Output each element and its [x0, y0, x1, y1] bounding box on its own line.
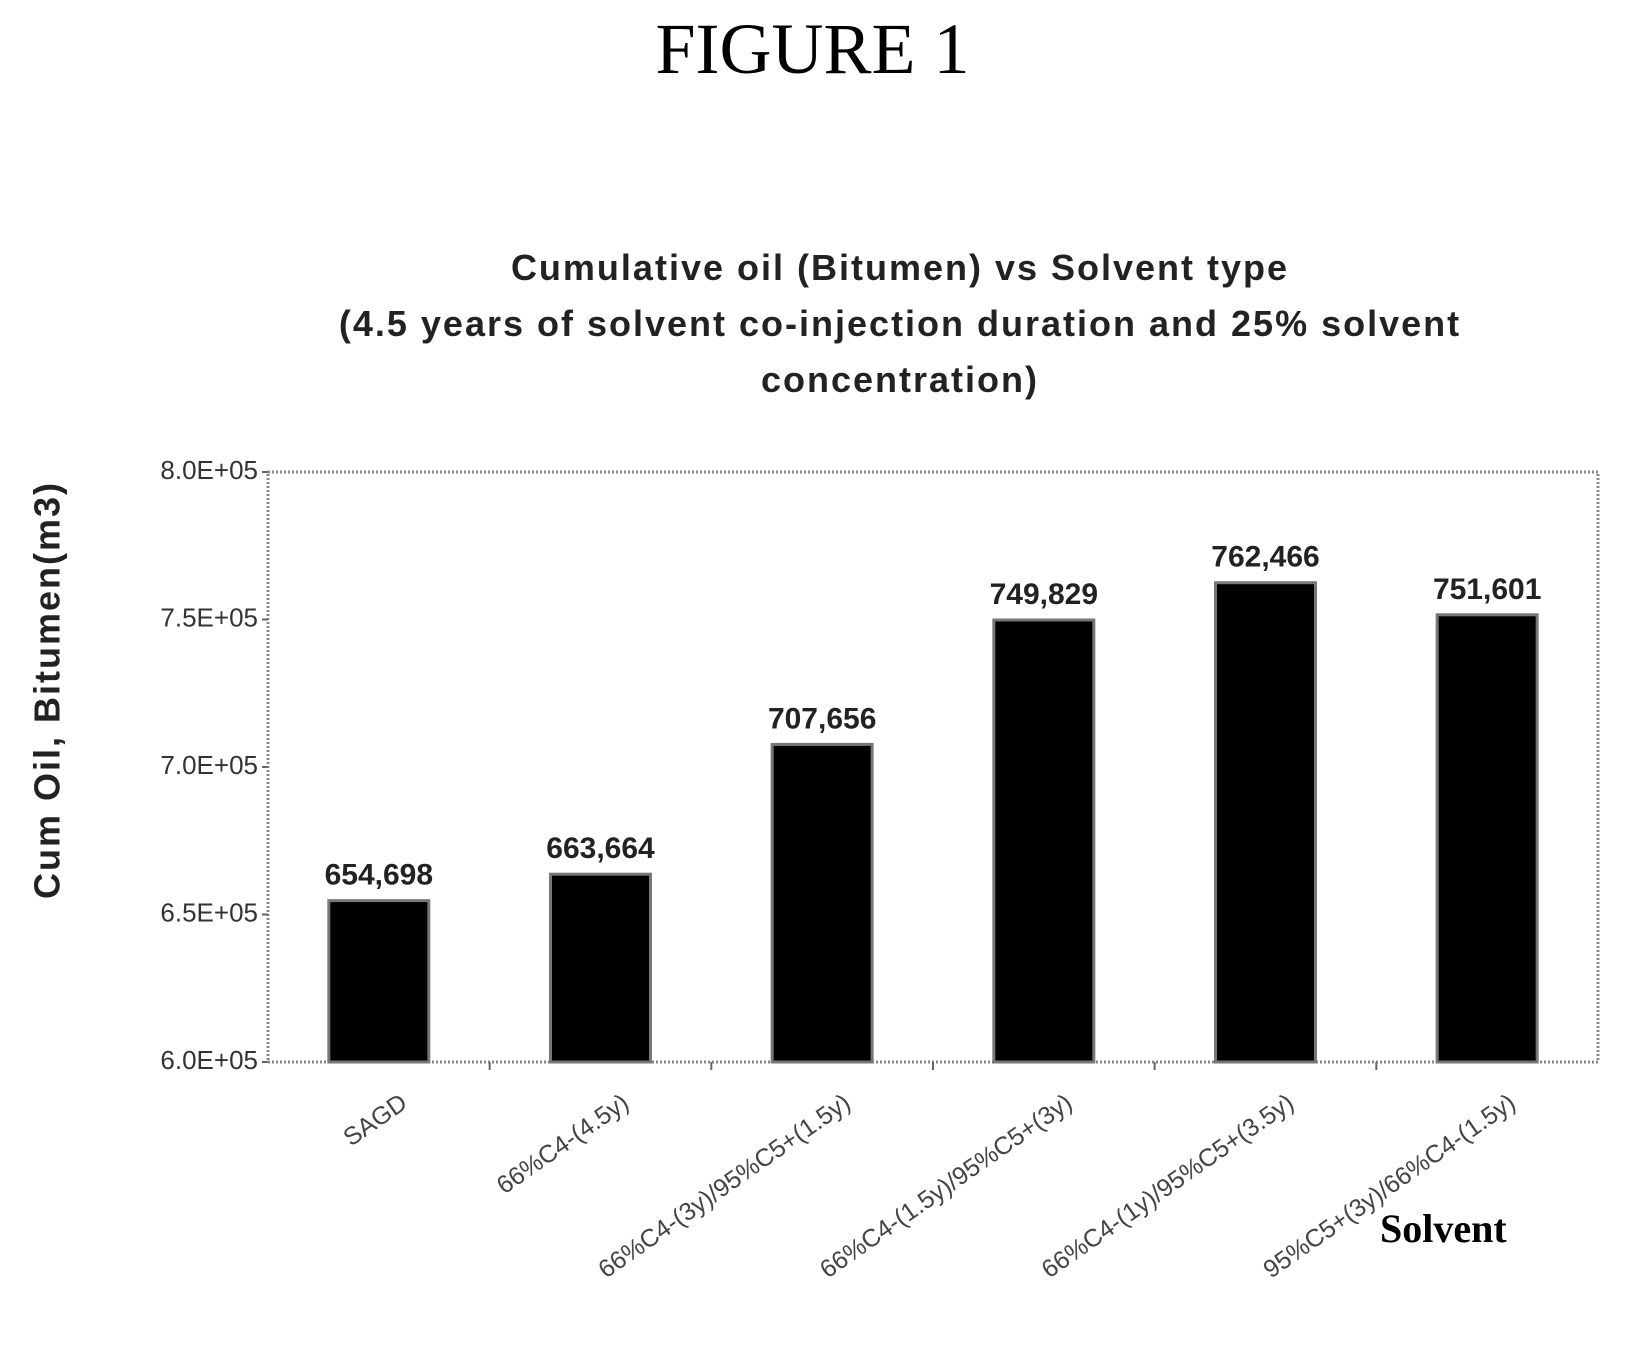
y-axis-label: Cum Oil, Bitumen(m3): [27, 481, 68, 899]
bar-value-label: 663,664: [546, 832, 655, 865]
x-category-label: 66%C4-(4.5y): [492, 1088, 634, 1199]
value-labels: 654,698 663,664 707,656 749,829 762,466 751,6…: [325, 541, 1542, 892]
bar: [770, 742, 874, 1064]
x-category-label: 66%C4-(3y)/95%C5+(1.5y): [593, 1088, 855, 1283]
plot-frame: [266, 470, 1600, 1064]
bars: [327, 581, 1539, 1064]
x-category-label: SAGD: [338, 1088, 412, 1152]
bar-value-label: 762,466: [1211, 541, 1319, 574]
bar: [1435, 613, 1539, 1064]
y-tick-label: 6.5E+05: [160, 897, 258, 927]
chart-title: Cumulative oil (Bitumen) vs Solvent type…: [250, 240, 1550, 408]
y-tick-label: 6.0E+05: [160, 1045, 258, 1075]
chart-title-line-3: concentration): [760, 359, 1039, 400]
y-tick-label: 7.5E+05: [160, 602, 258, 632]
bar: [549, 872, 652, 1064]
y-tick-label: 8.0E+05: [160, 455, 258, 485]
chart-title-line-1: Cumulative oil (Bitumen) vs Solvent type: [510, 247, 1290, 288]
x-axis-label: Solvent: [1380, 1206, 1507, 1251]
plot-border: [266, 470, 1600, 1064]
bar-value-label: 707,656: [768, 702, 876, 735]
category-labels: SAGD 66%C4-(4.5y)66%C4-(3y)/95%C5+(1.5y)6…: [338, 1062, 1521, 1284]
bar-value-label: 751,601: [1433, 573, 1541, 606]
x-category-label: 95%C5+(3y)/66%C4-(1.5y): [1258, 1088, 1520, 1283]
y-tick-label: 7.0E+05: [160, 750, 258, 780]
bar: [327, 899, 431, 1064]
chart-title-line-2: (4.5 years of solvent co-injection durat…: [338, 303, 1462, 344]
figure-label: FIGURE 1: [655, 9, 970, 89]
bar: [992, 618, 1096, 1064]
bar-value-label: 749,829: [990, 578, 1098, 611]
x-category-label: 66%C4-(1.5y)/95%C5+(3y): [815, 1088, 1077, 1283]
x-category-label: 66%C4-(1y)/95%C5+(3.5y): [1037, 1088, 1299, 1283]
y-axis-ticks: 6.0E+05 6.5E+05 7.0E+05 7.5E+05 8.0E+05: [160, 455, 268, 1075]
bar: [1214, 581, 1317, 1064]
bar-value-label: 654,698: [325, 859, 433, 892]
